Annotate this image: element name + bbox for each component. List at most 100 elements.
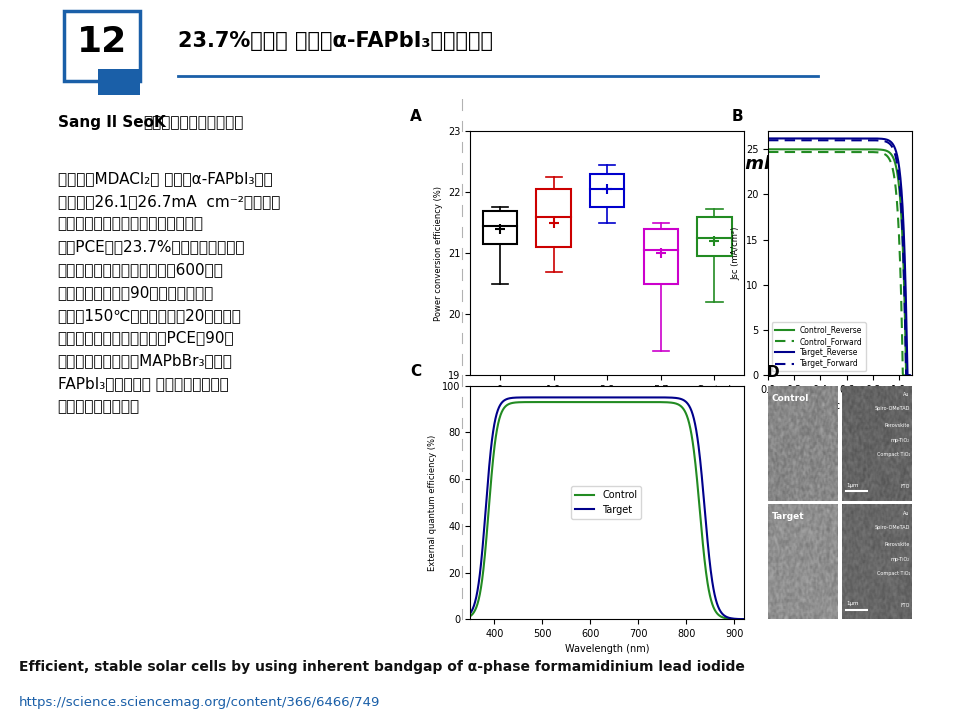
Control_Reverse xyxy=(902,371,914,379)
Target_Forward xyxy=(865,136,876,145)
Target_Reverse xyxy=(865,134,876,143)
Target_Forward xyxy=(819,136,830,145)
Text: Spiro-OMeTAD: Spiro-OMeTAD xyxy=(875,406,910,411)
Target xyxy=(584,393,595,402)
Target xyxy=(711,600,723,609)
Control xyxy=(711,609,723,618)
Control_Reverse xyxy=(863,145,875,153)
Control_Reverse xyxy=(851,145,862,153)
Text: 1μm: 1μm xyxy=(846,483,858,488)
Line: Target_Forward: Target_Forward xyxy=(768,140,910,375)
Control xyxy=(551,397,563,406)
Text: A: A xyxy=(410,109,422,125)
Target_Forward xyxy=(866,136,877,145)
Target xyxy=(465,608,476,617)
Control xyxy=(645,397,657,406)
Target_Reverse xyxy=(819,134,830,143)
Target_Reverse xyxy=(780,134,791,143)
Text: Compact TiO₂: Compact TiO₂ xyxy=(876,452,910,457)
Control_Forward xyxy=(902,371,914,379)
Bar xyxy=(590,174,624,207)
Text: Compact TiO₂: Compact TiO₂ xyxy=(876,571,910,576)
Text: mp-TiO₂: mp-TiO₂ xyxy=(891,557,910,562)
Text: 团队通过掺杂二氯化亚甲: 团队通过掺杂二氯化亚甲 xyxy=(143,115,244,130)
Text: 23.7%效率！ 稳定的α-FAPbI₃钓钓矿电池: 23.7%效率！ 稳定的α-FAPbI₃钓钓矿电池 xyxy=(178,32,492,51)
Control xyxy=(541,397,553,406)
Control_Forward xyxy=(864,148,876,156)
Text: 基二銃（MDACl₂） 稳定了α-FAPbI₃相，
并获得了26.1至26.7mA  cm⁻²的认证短
路电流密度，经过认证的功率转换效
率（PCE）为23.7: 基二銃（MDACl₂） 稳定了α-FAPbI₃相， 并获得了26.1至26.7m… xyxy=(58,171,280,414)
Bar xyxy=(697,217,732,256)
Text: mp-TiO₂: mp-TiO₂ xyxy=(891,438,910,444)
Target_Forward xyxy=(780,136,791,145)
Control xyxy=(584,397,595,406)
X-axis label: Voc (V): Voc (V) xyxy=(823,400,857,410)
Text: Perovskite: Perovskite xyxy=(884,423,910,428)
Control xyxy=(465,612,476,621)
Control xyxy=(738,615,750,624)
Target_Reverse xyxy=(904,371,916,379)
Line: Target: Target xyxy=(470,397,744,619)
Control_Reverse xyxy=(818,145,829,153)
Target xyxy=(738,615,750,624)
Target_Reverse xyxy=(808,134,820,143)
Text: Efficient, stable solar cells by using inherent bandgap of α-phase formamidinium: Efficient, stable solar cells by using i… xyxy=(19,660,745,673)
Legend: Control_Reverse, Control_Forward, Target_Reverse, Target_Forward: Control_Reverse, Control_Forward, Target… xyxy=(772,323,866,372)
Target_Reverse xyxy=(852,134,863,143)
Line: Control_Forward: Control_Forward xyxy=(768,152,908,375)
Target xyxy=(645,393,657,402)
Target_Forward xyxy=(904,371,916,379)
Text: https://science.sciencemag.org/content/366/6466/749: https://science.sciencemag.org/content/3… xyxy=(19,696,380,708)
Text: Target: Target xyxy=(772,513,804,521)
Target_Reverse xyxy=(762,134,774,143)
Target_Reverse xyxy=(901,371,913,379)
Control_Forward xyxy=(780,148,791,156)
Text: FTO: FTO xyxy=(900,603,910,608)
Text: D: D xyxy=(767,364,780,379)
Control_Forward xyxy=(898,371,909,379)
Control_Reverse xyxy=(864,145,876,153)
Text: Au: Au xyxy=(903,511,910,516)
Bar xyxy=(483,210,517,244)
Control_Reverse xyxy=(762,145,774,153)
Control xyxy=(532,397,543,406)
Text: FTO: FTO xyxy=(900,485,910,490)
Target_Forward xyxy=(852,136,863,145)
Control_Reverse xyxy=(780,145,791,153)
Line: Target_Reverse: Target_Reverse xyxy=(768,138,910,375)
X-axis label: MDACl₂ (mol %): MDACl₂ (mol %) xyxy=(568,400,646,410)
Control_Forward xyxy=(808,148,820,156)
Target_Forward xyxy=(900,371,912,379)
Target xyxy=(678,396,689,405)
Line: Control_Reverse: Control_Reverse xyxy=(768,149,908,375)
Text: Au: Au xyxy=(903,392,910,397)
Control_Forward xyxy=(818,148,829,156)
Text: C: C xyxy=(410,364,421,379)
Text: Sang Il SeoK: Sang Il SeoK xyxy=(58,115,165,130)
Control xyxy=(678,405,689,414)
Target xyxy=(551,393,563,402)
Legend: Control, Target: Control, Target xyxy=(571,486,641,519)
Control_Forward xyxy=(851,148,862,156)
Y-axis label: External quantum efficiency (%): External quantum efficiency (%) xyxy=(428,434,437,570)
Control_Forward xyxy=(863,148,875,156)
Y-axis label: Power conversion efficiency (%): Power conversion efficiency (%) xyxy=(434,186,443,320)
Target xyxy=(541,393,553,402)
Text: B: B xyxy=(732,109,744,125)
Control_Reverse xyxy=(808,145,820,153)
Target_Forward xyxy=(762,136,774,145)
Target_Reverse xyxy=(866,134,877,143)
Bar xyxy=(63,11,139,81)
Text: Spiro-OMeTAD: Spiro-OMeTAD xyxy=(875,525,910,530)
Line: Control: Control xyxy=(470,402,744,619)
Text: Control: Control xyxy=(772,394,809,402)
Control_Reverse xyxy=(900,371,912,379)
Bar xyxy=(98,69,139,95)
X-axis label: Wavelength (nm): Wavelength (nm) xyxy=(564,644,650,654)
Target_Forward xyxy=(808,136,820,145)
Control_Forward xyxy=(762,148,774,156)
Text: 1μm: 1μm xyxy=(846,601,858,606)
Bar xyxy=(643,229,678,284)
Target xyxy=(532,393,543,402)
Text: Science   08 November: Science 08 November xyxy=(565,156,798,174)
Bar xyxy=(537,189,570,247)
